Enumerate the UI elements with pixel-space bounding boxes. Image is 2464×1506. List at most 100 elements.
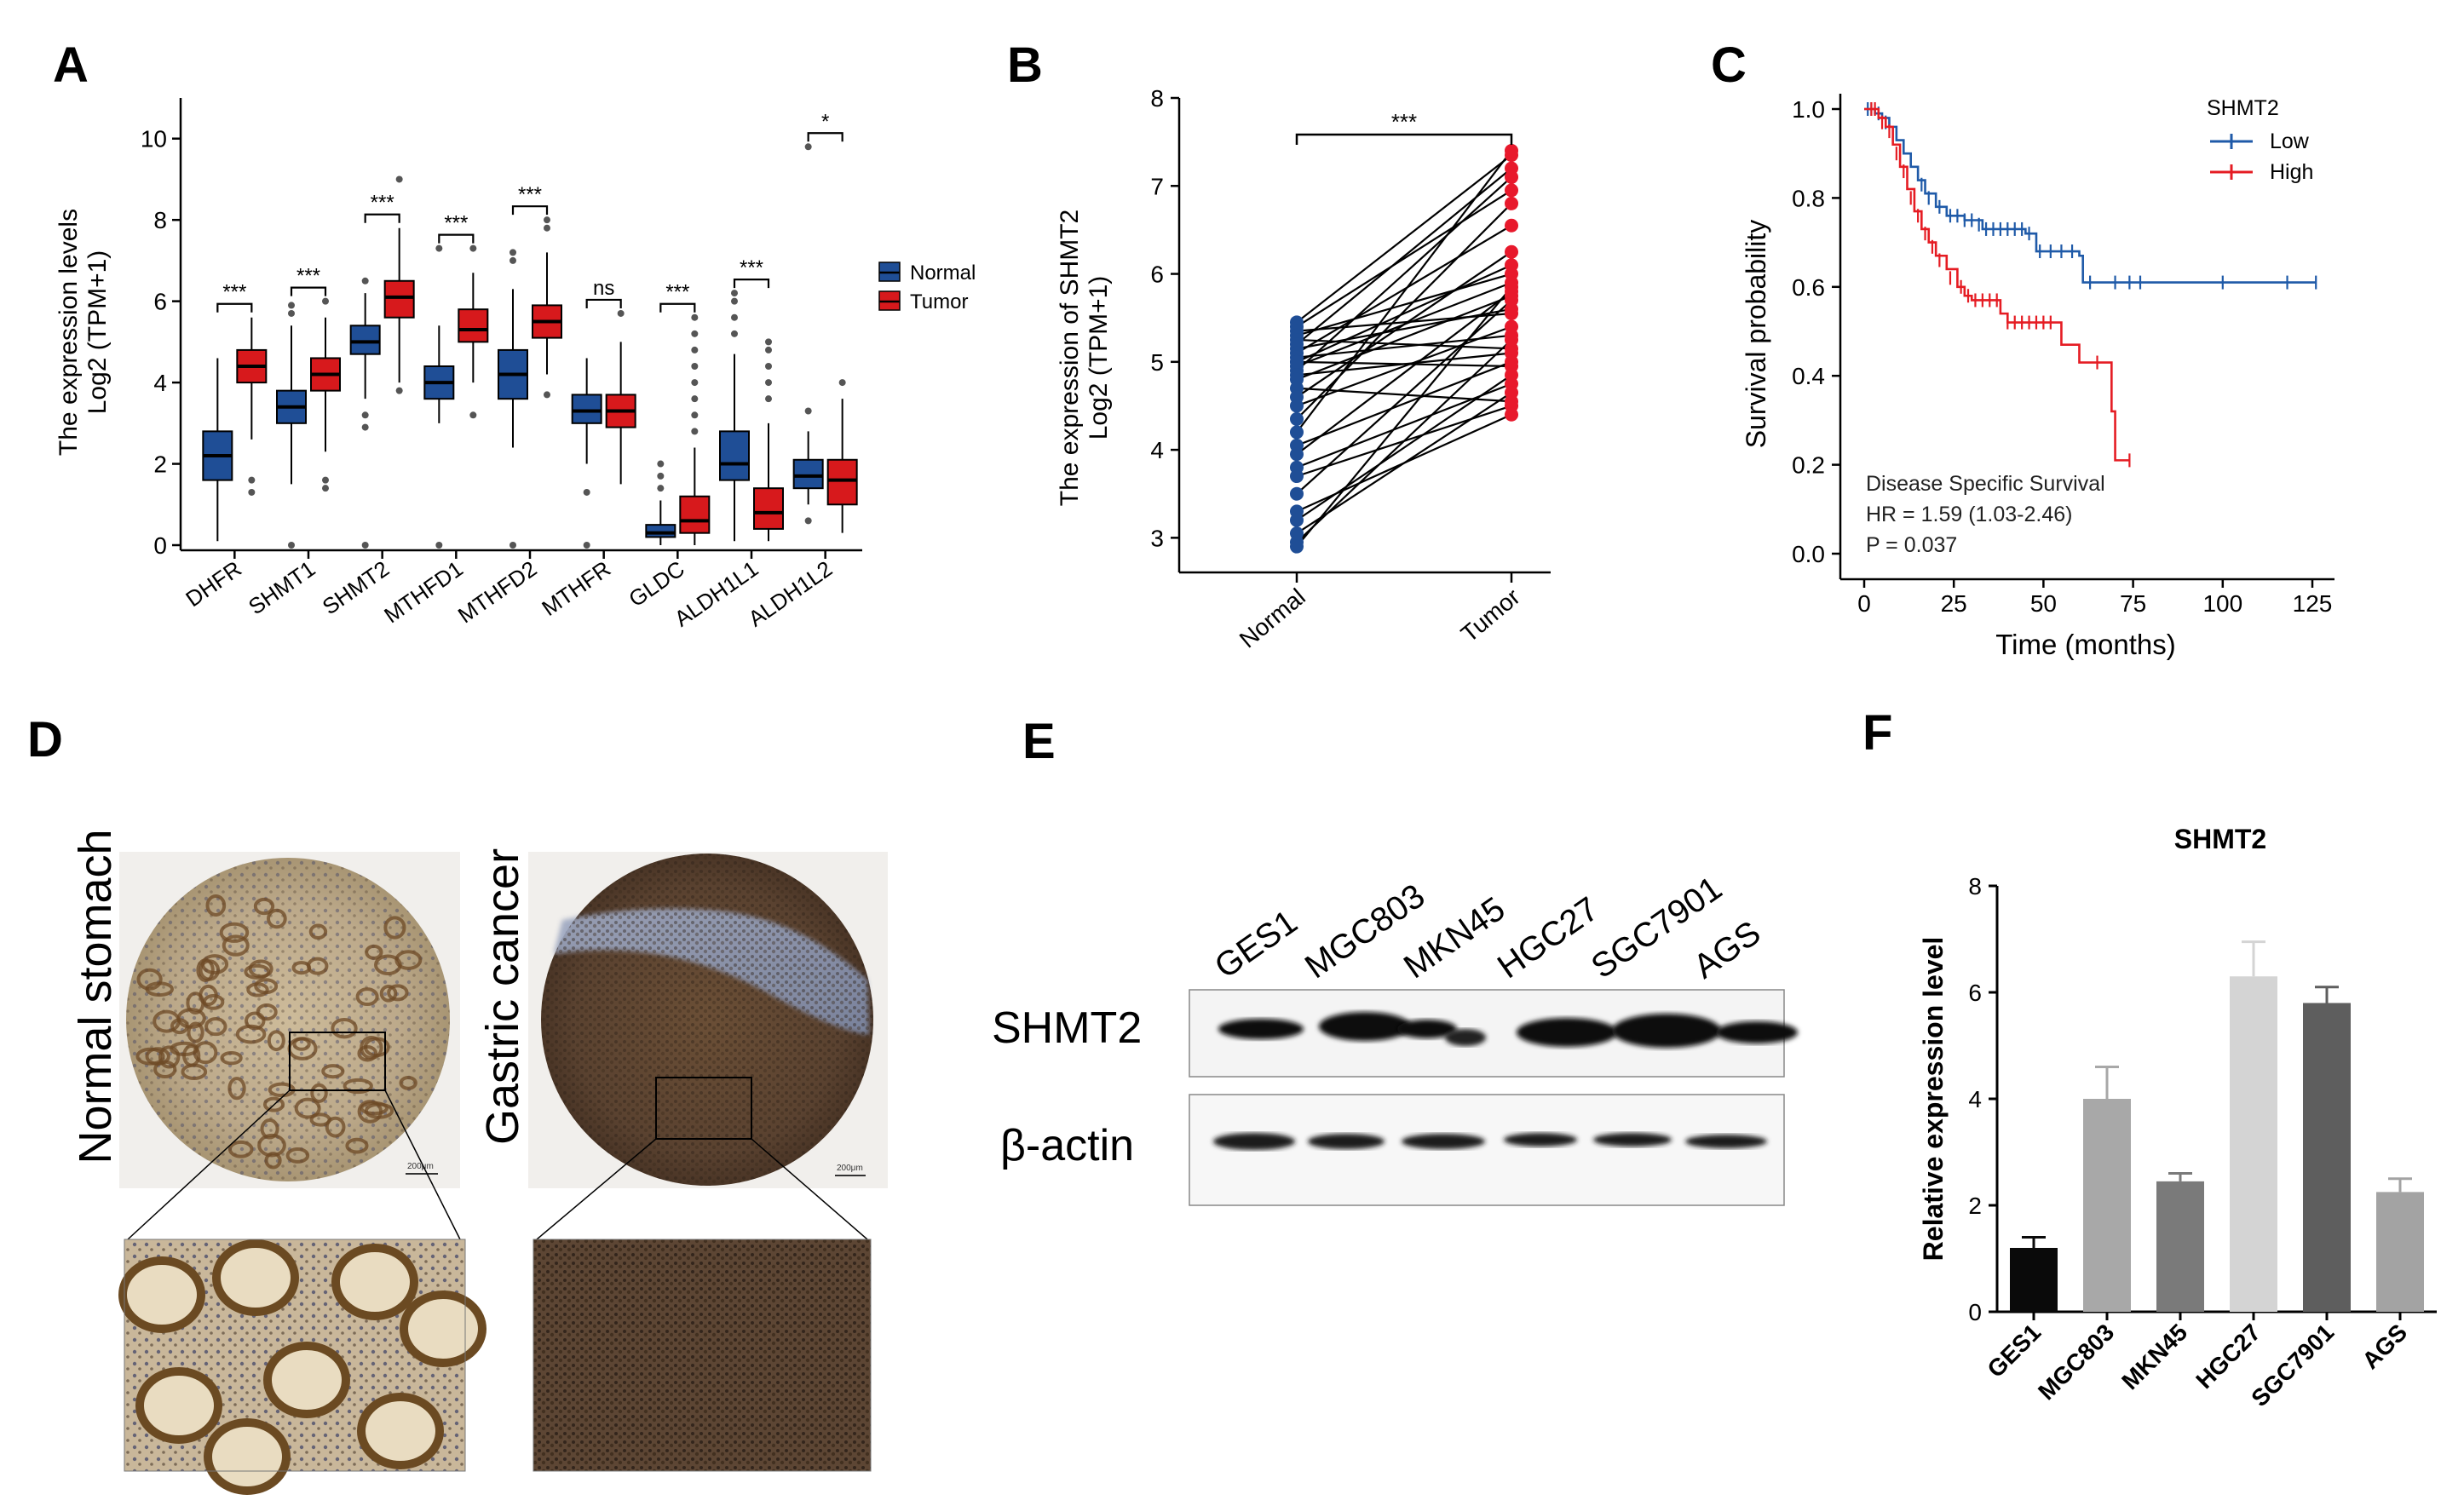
gland (306, 957, 329, 975)
box-outlier (691, 379, 699, 387)
gastric-cancer-zoom (533, 1239, 872, 1472)
zoom-gland (212, 1239, 299, 1316)
significance-label: *** (296, 265, 320, 288)
blot-label-shmt2: SHMT2 (992, 1003, 1142, 1053)
gland (294, 1097, 321, 1119)
normal-point (1290, 354, 1304, 369)
panel-a-significance: ***************ns ******* (216, 110, 843, 313)
panel-c-xtick-label: 75 (2120, 590, 2146, 617)
gland (267, 1030, 285, 1052)
panel-c-ytick-label: 0.2 (1792, 452, 1825, 479)
blot-band (1402, 1134, 1485, 1149)
box-outlier (544, 391, 550, 399)
bar (2083, 1099, 2131, 1312)
gland (262, 1096, 285, 1112)
panel-f-ytick-label: 6 (1968, 980, 1982, 1006)
paired-line (1296, 189, 1512, 328)
box-outlier (838, 379, 846, 387)
box-outlier (469, 411, 477, 419)
box (679, 495, 711, 534)
box (458, 308, 489, 343)
box-outlier (322, 485, 329, 492)
box-outlier (322, 476, 329, 484)
panel-c-annotation-1: Disease Specific Survival (1866, 472, 2105, 496)
tumor-point (1505, 143, 1518, 158)
significance-label: ns (593, 277, 614, 300)
box-outlier (804, 517, 812, 525)
paired-line (1296, 360, 1512, 446)
panel-c-curves (1864, 102, 2317, 468)
panel-letter-d: D (27, 712, 63, 767)
panel-b-ylabel-1: The expression of SHMT2 (1056, 210, 1084, 506)
blot-band (1612, 1014, 1721, 1048)
paired-line (1296, 295, 1512, 381)
zoom-gland (135, 1367, 222, 1444)
gland (357, 1100, 383, 1124)
panel-c-legend: SHMT2 Low High (2207, 96, 2313, 184)
box-outlier (691, 395, 699, 403)
box-outlier (765, 395, 772, 403)
box-outlier (731, 313, 738, 321)
box-outlier (765, 379, 772, 387)
panel-c-xtick-label: 100 (2202, 590, 2242, 617)
significance-label: *** (222, 281, 246, 304)
significance-bracket (438, 233, 475, 244)
gland (158, 1045, 181, 1069)
panel-b-ytick-label: 8 (1150, 85, 1164, 112)
gland (246, 982, 269, 997)
box-outlier (395, 387, 403, 394)
gland (245, 1011, 266, 1031)
panel-b-ytick-label: 7 (1150, 173, 1164, 199)
gland (357, 1044, 378, 1062)
panel-c-xlabel: Time (months) (1995, 629, 2175, 660)
box-outlier (765, 338, 772, 346)
panel-e-bands (1213, 1012, 1798, 1150)
gland (399, 1075, 417, 1090)
significance-label: *** (518, 183, 542, 206)
panel-f-ytick-label: 8 (1968, 873, 1982, 900)
panel-letter-a: A (53, 37, 89, 93)
box-outlier (361, 411, 369, 419)
panel-a-ytick-label: 10 (141, 126, 167, 152)
box-outlier (765, 346, 772, 354)
blot-label-actin: β-actin (1000, 1121, 1134, 1170)
gland (379, 984, 398, 1003)
gland (227, 1140, 254, 1158)
paired-line (1296, 176, 1512, 371)
tumor-point (1505, 170, 1518, 184)
significance-bracket (807, 132, 843, 142)
gland (310, 1083, 328, 1103)
panel-c-annotation-3: P = 0.037 (1866, 533, 1957, 557)
box-outlier (804, 407, 812, 415)
zoom-gland (400, 1290, 486, 1367)
zoom-gland (118, 1256, 205, 1333)
gland (253, 897, 275, 916)
paired-line (1296, 325, 1512, 407)
panel-a-xtick-label: MTHFD1 (379, 555, 468, 628)
bar (2376, 1192, 2424, 1312)
normal-point (1290, 539, 1304, 554)
gland (343, 1078, 373, 1095)
bar (2010, 1248, 2058, 1312)
panel-c-yticks: 0.0 0.2 0.4 0.6 0.8 1.0 (1792, 96, 1840, 567)
gland (136, 968, 163, 991)
blot-band (1445, 1029, 1486, 1046)
panel-letter-b: B (1007, 37, 1043, 93)
panel-f-yticks: 0 2 4 6 8 (1968, 873, 1997, 1325)
panel-c-ytick-label: 0.8 (1792, 185, 1825, 211)
panel-b-ytick-label: 6 (1150, 262, 1164, 288)
box-outlier (509, 542, 516, 549)
panel-d-label-cancer: Gastric cancer (477, 848, 528, 1145)
gland (187, 1021, 204, 1043)
box-outlier (248, 488, 256, 496)
gland (360, 1036, 383, 1060)
gland (355, 987, 379, 1007)
paired-line (1296, 339, 1512, 543)
gland (331, 1018, 358, 1039)
gland (260, 1118, 279, 1140)
gland (202, 994, 225, 1010)
gland (345, 1137, 369, 1154)
panel-b-xlabels: Normal Tumor (1235, 572, 1525, 653)
zoom-line-normal-right (384, 1089, 461, 1240)
